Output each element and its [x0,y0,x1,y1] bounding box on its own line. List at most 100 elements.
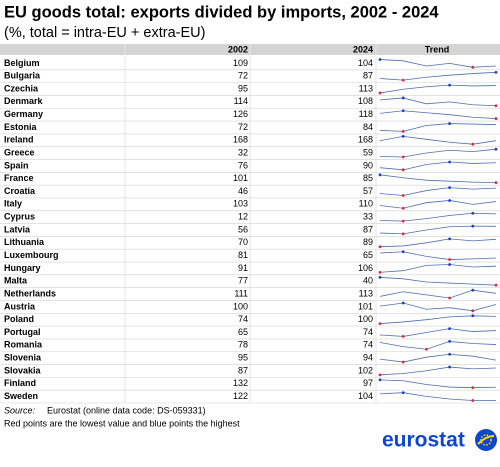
value-2024: 84 [363,122,373,132]
sparkline [379,289,497,299]
value-2002: 78 [238,340,248,350]
value-2002: 32 [238,147,248,157]
highest-point [401,96,405,100]
sparkline [379,328,497,337]
value-2002: 46 [238,186,248,196]
value-2002: 168 [233,135,248,145]
country: Cyprus [4,212,35,222]
value-2024: 90 [363,160,373,170]
sparkline [379,392,496,401]
value-2024: 101 [358,301,373,311]
country: Sweden [4,391,38,401]
subtitle: (%, total = intra-EU + extra-EU) [4,25,205,41]
sparkline [379,341,497,350]
lowest-point [448,258,451,261]
lowest-point [494,283,498,287]
value-2024: 59 [363,147,373,157]
highest-point [401,134,405,138]
country: Croatia [4,186,36,196]
country: Denmark [4,96,44,106]
country: Malta [4,276,28,286]
logo-mark [475,429,497,451]
country: Slovakia [4,365,42,375]
lowest-point [494,181,498,185]
country: Estonia [4,122,38,132]
highest-point [471,314,475,318]
lowest-point [494,117,498,120]
value-2002: 100 [233,301,248,311]
lowest-point [378,322,382,326]
value-2024: 100 [358,314,373,324]
value-2024: 113 [359,83,373,93]
value-2024: 113 [359,288,373,298]
sparkline [379,212,497,222]
sparkline [379,366,497,376]
logo-text: eurostat [382,429,465,452]
highest-point [401,250,405,254]
country: Hungary [4,263,41,273]
country: Belgium [4,58,40,68]
column-header: Trend [425,44,450,54]
value-2024: 65 [363,250,373,260]
lowest-point [401,335,405,338]
value-2024: 87 [363,71,373,81]
highest-point [448,160,451,164]
country: Portugal [4,327,41,337]
highest-point [448,83,451,87]
country: Germany [4,109,43,119]
lowest-point [401,168,405,172]
value-2024: 94 [363,353,373,363]
lowest-point [471,309,475,313]
sparkline [379,238,497,248]
sparkline [379,71,497,81]
value-2024: 168 [358,135,373,145]
sparkline [379,251,497,260]
value-2002: 95 [238,83,248,93]
value-2024: 74 [363,327,373,337]
sparkline [379,97,497,107]
value-2002: 81 [238,250,248,260]
column-header: 2024 [353,44,373,54]
country: Italy [4,199,22,209]
lowest-point [401,155,405,159]
source-label: Source: [4,405,36,415]
value-2024: 97 [363,378,373,388]
value-2002: 114 [234,96,248,106]
country: Slovenia [4,353,42,363]
country: Latvia [4,224,31,234]
sparkline [379,148,497,158]
lowest-point [471,142,475,146]
highest-point [448,199,451,202]
highest-point [448,352,451,356]
source: Eurostat (online data code: DS-059331) [47,405,206,415]
sparkline [379,110,497,119]
sparkline [379,84,497,94]
value-2002: 132 [233,378,248,388]
value-2024: 89 [363,237,373,247]
sparkline [379,123,497,132]
country: Austria [4,301,36,311]
value-2024: 104 [358,391,373,401]
highest-point [448,263,451,266]
value-2002: 56 [238,224,248,234]
value-2002: 109 [233,58,248,68]
sparkline [379,187,497,196]
value-2002: 91 [238,263,248,273]
highest-point [378,173,382,177]
highest-point [448,340,451,343]
lowest-point [471,399,475,402]
country: Poland [4,314,34,324]
value-2002: 72 [238,71,248,81]
value-2002: 77 [238,276,248,286]
sparkline [379,264,497,273]
highest-point [448,122,451,125]
highest-point [448,237,451,241]
lowest-point [494,104,498,108]
country: Czechia [4,83,39,93]
highest-point [448,186,451,190]
value-2002: 101 [233,173,248,183]
value-2024: 108 [358,96,373,106]
highest-point [471,224,475,228]
country: Bulgaria [4,71,41,81]
